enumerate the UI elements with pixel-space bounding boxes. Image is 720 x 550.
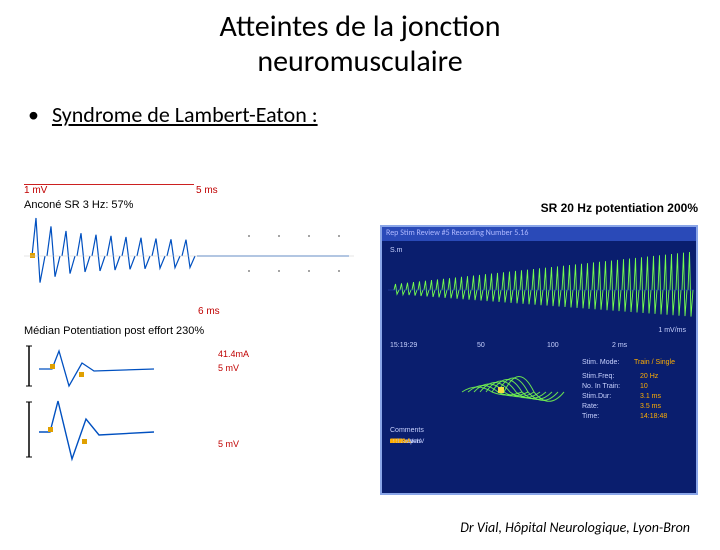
mid-time-label: 6 ms (198, 306, 220, 317)
decrement-label: Anconé SR 3 Hz: 57% (24, 199, 133, 211)
param-key: Time: (582, 413, 599, 420)
slide-title: Atteintes de la jonction neuromusculaire (0, 10, 720, 79)
stim-mode-value: Train / Single (634, 359, 675, 366)
tick-2: 100 (547, 342, 559, 349)
axis-line (24, 184, 194, 185)
tick-0: 15:19:29 (390, 342, 417, 349)
potentiation-label: Médian Potentiation post effort 230% (24, 325, 204, 337)
title-line2: neuromusculaire (257, 43, 462, 80)
table-cell: 30.3mA (390, 439, 411, 445)
bullet-marker: • (28, 101, 39, 128)
right-scope-panel: SR 20 Hz potentiation 200% Rep Stim Revi… (378, 185, 702, 505)
amp-scale-label: 5 mV (218, 363, 239, 373)
tick-1: 50 (477, 342, 485, 349)
stim-mode-label: Stim. Mode: (582, 359, 619, 366)
param-value: 3.1 ms (640, 393, 661, 400)
left-emg-panel: 1 mV 5 ms Anconé SR 3 Hz: 57% 6 ms Média… (18, 185, 368, 505)
scope-title-bar: Rep Stim Review #5 Recording Number 5.16 (382, 227, 696, 241)
scope-upper-axis: 1 mV/ms (658, 327, 686, 334)
attribution-footer: Dr Vial, Hôpital Neurologique, Lyon-Bron (460, 519, 690, 536)
tick-3: 2 ms (612, 342, 627, 349)
figure-container: 1 mV 5 ms Anconé SR 3 Hz: 57% 6 ms Média… (18, 185, 702, 505)
median-trace-large (24, 397, 254, 467)
amp-scale-label-2: 5 mV (218, 439, 239, 449)
scope-upper-label: S.m (390, 247, 402, 254)
param-value: 10 (640, 383, 648, 390)
oscilloscope-window: Rep Stim Review #5 Recording Number 5.16… (380, 225, 698, 495)
param-key: Stim.Freq: (582, 373, 614, 380)
title-line1: Atteintes de la jonction (219, 8, 500, 45)
bullet-item: • Syndrome de Lambert-Eaton : (28, 101, 720, 128)
train-waveform (388, 245, 694, 335)
param-value: 14:18:48 (640, 413, 667, 420)
param-value: 3.5 ms (640, 403, 661, 410)
param-key: Stim.Dur: (582, 393, 611, 400)
sr20-title: SR 20 Hz potentiation 200% (541, 201, 698, 215)
stim-level-label: 41.4mA (218, 349, 249, 359)
decrement-waveform (24, 211, 354, 301)
comments-label: Comments (390, 427, 424, 434)
param-key: Rate: (582, 403, 599, 410)
y-axis-label: 1 mV (24, 185, 47, 196)
x-axis-label: 5 ms (196, 185, 218, 196)
param-value: 20 Hz (640, 373, 658, 380)
bullet-text: Syndrome de Lambert-Eaton : (52, 101, 318, 128)
param-key: No. In Train: (582, 383, 620, 390)
